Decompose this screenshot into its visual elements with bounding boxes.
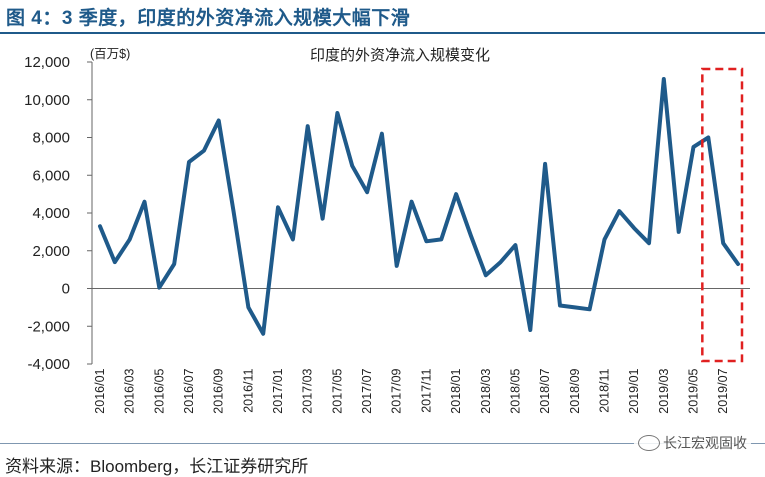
x-tick-label: 2016/03 — [123, 368, 137, 413]
highlight-box — [701, 67, 744, 363]
x-tick-label: 2016/09 — [212, 368, 226, 413]
series-points — [99, 78, 739, 334]
x-tick-label: 2016/11 — [241, 368, 255, 412]
plot-area: 印度的外资净流入规模变化 (百万$) -4,000 -2,000 0 2,000 4,0… — [24, 47, 750, 414]
x-tick-label: 2016/05 — [152, 368, 166, 413]
y-tick-label: 12,000 — [24, 54, 70, 71]
source-note: 资料来源：Bloomberg，长江证券研究所 — [5, 457, 309, 476]
series-line — [98, 77, 740, 336]
x-tick-label: 2016/07 — [182, 368, 196, 413]
x-tick-label: 2016/01 — [93, 368, 107, 413]
figure-title: 图 4：3 季度，印度的外资净流入规模大幅下滑 — [6, 8, 411, 29]
chart-title: 印度的外资净流入规模变化 — [310, 47, 490, 64]
y-tick-label: 4,000 — [32, 205, 70, 222]
y-tick-label: 0 — [62, 281, 70, 298]
x-tick-label: 2018/09 — [568, 368, 582, 413]
x-tick-label: 2018/01 — [449, 368, 463, 413]
x-tick-label: 2017/07 — [360, 368, 374, 413]
y-axis-unit: (百万$) — [90, 47, 130, 61]
line-chart: 印度的外资净流入规模变化 (百万$) -4,000 -2,000 0 2,000 4,0… — [24, 47, 750, 414]
x-tick-label: 2018/11 — [597, 368, 611, 412]
x-tick-label: 2017/01 — [271, 368, 285, 413]
y-tick-labels: -4,000 -2,000 0 2,000 4,000 6,000 8,000 10,000 1… — [24, 54, 92, 373]
y-tick-label: -2,000 — [27, 318, 70, 335]
x-tick-label: 2017/11 — [419, 368, 433, 412]
x-tick-label: 2018/03 — [479, 368, 493, 413]
title-rule — [0, 32, 765, 34]
x-tick-label: 2017/05 — [330, 368, 344, 413]
watermark: 长江宏观固收 — [634, 432, 751, 454]
x-tick-label: 2019/07 — [716, 368, 730, 413]
x-tick-label: 2017/09 — [390, 368, 404, 413]
x-tick-label: 2019/03 — [657, 368, 671, 413]
x-tick-label: 2019/05 — [686, 368, 700, 413]
x-tick-label: 2018/05 — [508, 368, 522, 413]
watermark-text: 长江宏观固收 — [663, 435, 747, 451]
y-tick-label: -4,000 — [27, 356, 70, 373]
wechat-icon — [638, 435, 660, 451]
y-tick-label: 10,000 — [24, 92, 70, 109]
x-tick-label: 2017/03 — [301, 368, 315, 413]
footer-rule — [0, 443, 765, 444]
x-tick-label: 2018/07 — [538, 368, 552, 413]
y-tick-label: 8,000 — [32, 130, 70, 147]
x-tick-labels: 2016/01 2016/03 2016/05 2016/07 2016/09 2016/… — [93, 368, 730, 413]
y-tick-label: 2,000 — [32, 243, 70, 260]
x-tick-label: 2019/01 — [627, 368, 641, 413]
y-tick-label: 6,000 — [32, 167, 70, 184]
